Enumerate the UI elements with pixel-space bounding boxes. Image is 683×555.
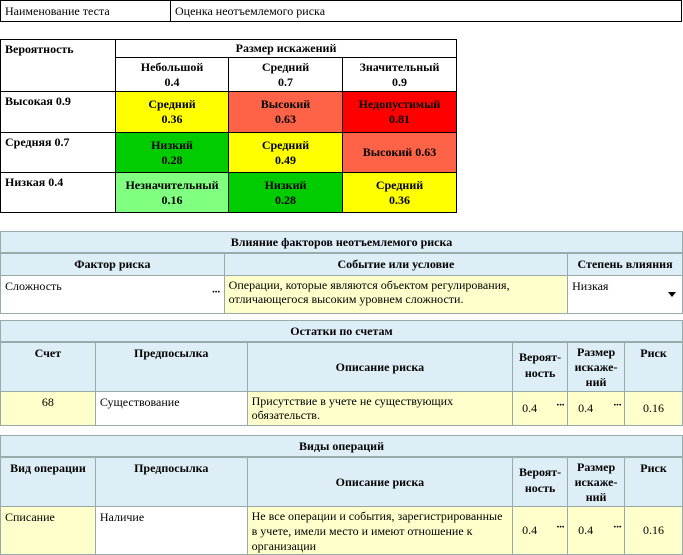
matrix-cell: Незначительный 0.16 [115,172,229,213]
operations-header-premise: Предпосылка [94,457,248,507]
size-value: 0.4 [578,401,594,415]
probability-value: 0.4 [522,523,538,537]
operations-header-size: Размер искаже-ний [567,457,626,507]
operations-header-type: Вид операции [0,457,96,507]
matrix-col-header: Небольшой 0.4 [115,57,229,92]
risk-value: 0.16 [624,506,683,555]
factors-header-factor: Фактор риска [0,253,225,276]
test-name-field[interactable]: Оценка неотъемлемого риска [170,0,682,22]
factor-value: Сложность [5,279,62,293]
size-field[interactable]: 0.4 ··· [567,506,626,555]
matrix-col-header: Значительный 0.9 [342,57,457,92]
accounts-table: Счет Предпосылка Описание риска Вероят-н… [0,342,683,426]
matrix-cell: Высокий 0.63 [342,132,457,173]
degree-select[interactable]: Низкая [567,275,683,314]
size-field[interactable]: 0.4 ··· [567,391,626,426]
description-field[interactable]: Не все операции и события, зарегистриров… [246,506,514,555]
accounts-header-size: Размер искаже-ний [567,342,626,392]
chevron-down-icon[interactable] [668,292,676,297]
operation-field[interactable]: Списание [0,506,96,555]
probability-field[interactable]: 0.4 ··· [512,506,569,555]
accounts-header-premise: Предпосылка [94,342,248,392]
premise-field[interactable]: Наличие [94,506,248,555]
matrix-cell: Низкий 0.28 [228,172,343,213]
operations-header-probability: Вероят-ность [512,457,569,507]
matrix-cell: Недопустимый 0.81 [342,91,457,133]
matrix-cell: Средний 0.36 [342,172,457,213]
risk-value: 0.16 [624,391,683,426]
matrix-cell: Низкий 0.28 [115,132,229,173]
risk-matrix: Вероятность Размер искажений Небольшой 0.… [0,39,457,213]
ellipsis-icon[interactable]: ··· [613,399,622,411]
ellipsis-icon[interactable]: ··· [556,399,565,411]
description-field[interactable]: Присутствие в учете не существующих обяз… [246,391,514,426]
ellipsis-icon[interactable]: ··· [556,521,565,533]
operations-table: Вид операции Предпосылка Описание риска … [0,457,683,555]
matrix-row-label: Средняя 0.7 [0,132,116,173]
degree-value: Низкая [572,279,609,293]
factor-field[interactable]: Сложность ··· [0,275,225,314]
matrix-corner: Вероятность [0,39,116,92]
accounts-header-description: Описание риска [246,342,514,392]
ellipsis-icon[interactable]: ··· [211,286,221,298]
matrix-col-header: Средний 0.7 [228,57,343,92]
premise-field[interactable]: Существование [94,391,248,426]
ellipsis-icon[interactable]: ··· [613,521,622,533]
factors-title: Влияние факторов неотъемлемого риска [0,231,683,253]
matrix-size-header: Размер искажений [115,39,457,58]
operations-header-description: Описание риска [246,457,514,507]
test-name-label: Наименование теста [0,0,171,22]
matrix-row-label: Низкая 0.4 [0,172,116,213]
factors-header-degree: Степень влияния [567,253,683,276]
probability-field[interactable]: 0.4 ··· [512,391,569,426]
event-field[interactable]: Операции, которые являются объектом регу… [223,275,569,314]
accounts-title: Остатки по счетам [0,320,683,342]
account-field[interactable]: 68 [0,391,96,426]
matrix-cell: Высокий 0.63 [228,91,343,133]
factors-table: Фактор риска Событие или условие Степень… [0,253,683,314]
accounts-header-probability: Вероят-ность [512,342,569,392]
size-value: 0.4 [578,523,594,537]
operations-title: Виды операций [0,435,683,457]
probability-value: 0.4 [522,401,538,415]
matrix-cell: Средний 0.49 [228,132,343,173]
accounts-header-account: Счет [0,342,96,392]
matrix-row-label: Высокая 0.9 [0,91,116,133]
operations-header-risk: Риск [624,457,683,507]
factors-header-event: Событие или условие [223,253,569,276]
accounts-header-risk: Риск [624,342,683,392]
matrix-cell: Средний 0.36 [115,91,229,133]
